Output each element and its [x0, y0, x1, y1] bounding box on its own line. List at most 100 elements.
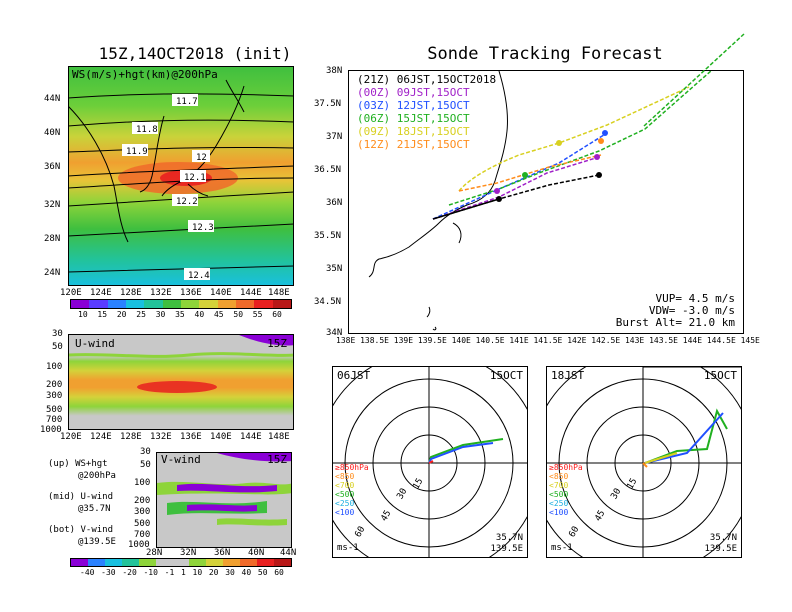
- v-pressure-tick: 200: [134, 496, 151, 506]
- ws-map-panel: 11.7 11.8 11.9 12 12.1 12.2 12.3 12.4 WS…: [68, 66, 294, 286]
- track-lon-tick: 144.5E: [706, 336, 736, 345]
- ws-colorbar-label: 50: [233, 310, 244, 319]
- hodo-lat: 35.7N: [495, 533, 523, 543]
- ws-colorbar-label: 10: [78, 310, 88, 319]
- hodo-lon: 139.5E: [704, 544, 737, 554]
- ws-colorbar: [70, 299, 292, 309]
- ws-colorbar-label: 40: [194, 310, 205, 319]
- ws-colorbar-swatch: [125, 300, 145, 308]
- wind-colorbar-label: 60: [274, 568, 284, 577]
- launch-legend-item: (09Z) 18JST,15OCT: [357, 125, 496, 138]
- track-lon-tick: 145E: [740, 336, 760, 345]
- launch-code: (06Z): [357, 112, 391, 125]
- forecast-title: Sonde Tracking Forecast: [427, 44, 663, 64]
- hodo-time: 18JST: [551, 369, 585, 382]
- track-lat-tick: 35.5N: [314, 231, 342, 241]
- ws-colorbar-swatch: [217, 300, 236, 308]
- map-lat-tick: 32N: [44, 200, 61, 210]
- u-wind-panel: U-wind 15Z: [68, 334, 294, 430]
- level-legend-item: <500: [549, 490, 569, 499]
- ws-colorbar-label: 55: [252, 310, 263, 319]
- v-pressure-tick: 700: [134, 530, 151, 540]
- track-lon-tick: 140.5E: [475, 336, 505, 345]
- hodo-date: 15OCT: [703, 369, 737, 382]
- track-lat-tick: 35N: [326, 264, 343, 274]
- track-lon-tick: 143.5E: [649, 336, 678, 345]
- level-legend-item: <500: [335, 490, 355, 499]
- track-lon-tick: 139.5E: [417, 336, 447, 345]
- u-pressure-tick: 700: [46, 415, 63, 425]
- wind-colorbar-swatch: [138, 559, 156, 566]
- trajectory-extension: [643, 33, 745, 127]
- v-lat-tick: 36N: [214, 548, 231, 558]
- legend-note-line: @139.5E: [78, 537, 116, 547]
- launch-label: 06JST,15OCT2018: [396, 73, 497, 86]
- hodo-unit: ms-1: [551, 543, 573, 553]
- wind-colorbar-label: 40: [241, 568, 252, 577]
- launch-code: (21Z): [357, 73, 391, 86]
- u-lon-tick: 148E: [268, 432, 290, 442]
- v-pressure-tick: 100: [134, 478, 151, 488]
- v-pressure-tick: 300: [134, 507, 151, 517]
- level-legend: ≥850hPa <850 <700 <500 <250 <100: [335, 463, 369, 517]
- track-lon-tick: 141.5E: [533, 336, 563, 345]
- map-lat-tick: 36N: [44, 162, 61, 172]
- wind-colorbar-swatch: [71, 559, 88, 566]
- track-lon-tick: 143E: [624, 336, 645, 345]
- level-legend-item: <700: [335, 481, 355, 490]
- u-wind-title: U-wind: [75, 337, 115, 350]
- legend-note-line: @200hPa: [78, 471, 116, 481]
- track-lat-tick: 36.5N: [314, 165, 342, 175]
- contour-label: 11.8: [136, 125, 158, 135]
- launch-label: 12JST,15OCT: [396, 99, 470, 112]
- level-legend-item: <100: [335, 508, 355, 517]
- u-lon-tick: 132E: [150, 432, 172, 442]
- ws-colorbar-label: 60: [272, 310, 282, 319]
- u-lon-tick: 120E: [60, 432, 82, 442]
- u-wind-time: 15Z: [267, 337, 287, 350]
- launch-label: 15JST,15OCT: [396, 112, 470, 125]
- legend-note-line: (bot) V-wind: [48, 525, 114, 535]
- wind-colorbar-swatch: [121, 559, 139, 566]
- contour-label: 12.2: [176, 197, 198, 207]
- contour-label: 11.9: [126, 147, 148, 157]
- ws-colorbar-swatch: [107, 300, 126, 308]
- launch-label: 18JST,15OCT: [396, 125, 470, 138]
- wind-colorbar-swatch: [172, 559, 190, 566]
- launch-legend: (21Z) 06JST,15OCT2018 (00Z) 09JST,15OCT …: [357, 73, 496, 151]
- wind-colorbar-swatch: [104, 559, 122, 566]
- v-pressure-tick: 500: [134, 519, 151, 529]
- u-lon-tick: 124E: [90, 432, 112, 442]
- wind-colorbar-label: -1: [164, 568, 175, 577]
- wind-colorbar-labels: -40 -30 -20 -10 -1 1 10 20 30 40 50 60: [80, 568, 284, 577]
- ws-colorbar-swatch: [162, 300, 181, 308]
- v-pressure-tick: 50: [140, 460, 151, 470]
- init-title: 15Z,14OCT2018 (init): [98, 44, 292, 63]
- contour-label: 11.7: [176, 97, 198, 107]
- wind-colorbar-label: 10: [192, 568, 203, 577]
- map-lon-tick: 140E: [210, 288, 232, 298]
- legend-note: (mid) U-wind @35.7N: [48, 491, 113, 515]
- ws-colorbar-swatch: [89, 300, 108, 308]
- map-overlay-label: WS(m/s)+hgt(km)@200hPa: [72, 68, 218, 81]
- hodo-loc: 35.7N 139.5E: [490, 533, 523, 555]
- wind-colorbar: [70, 558, 292, 567]
- ws-colorbar-swatch: [235, 300, 255, 308]
- wind-colorbar-label: 20: [208, 568, 219, 577]
- hodo-date: 15OCT: [489, 369, 523, 382]
- map-lon-tick: 136E: [180, 288, 202, 298]
- map-lat-tick: 28N: [44, 234, 61, 244]
- v-wind-title: V-wind: [161, 453, 201, 466]
- ws-colorbar-label: 35: [175, 310, 185, 319]
- ws-colorbar-label: 25: [136, 310, 146, 319]
- map-lat-tick: 44N: [44, 94, 61, 104]
- map-lat-tick: 24N: [44, 268, 61, 278]
- u-pressure-tick: 50: [52, 342, 63, 352]
- track-lat-tick: 37N: [326, 132, 343, 142]
- track-lat-tick: 34N: [326, 328, 343, 338]
- u-lon-tick: 144E: [240, 432, 262, 442]
- wind-colorbar-label: -40: [80, 568, 95, 577]
- launch-code: (09Z): [357, 125, 391, 138]
- launch-label: 21JST,15OCT: [396, 138, 470, 151]
- track-map-panel: (21Z) 06JST,15OCT2018 (00Z) 09JST,15OCT …: [348, 70, 744, 334]
